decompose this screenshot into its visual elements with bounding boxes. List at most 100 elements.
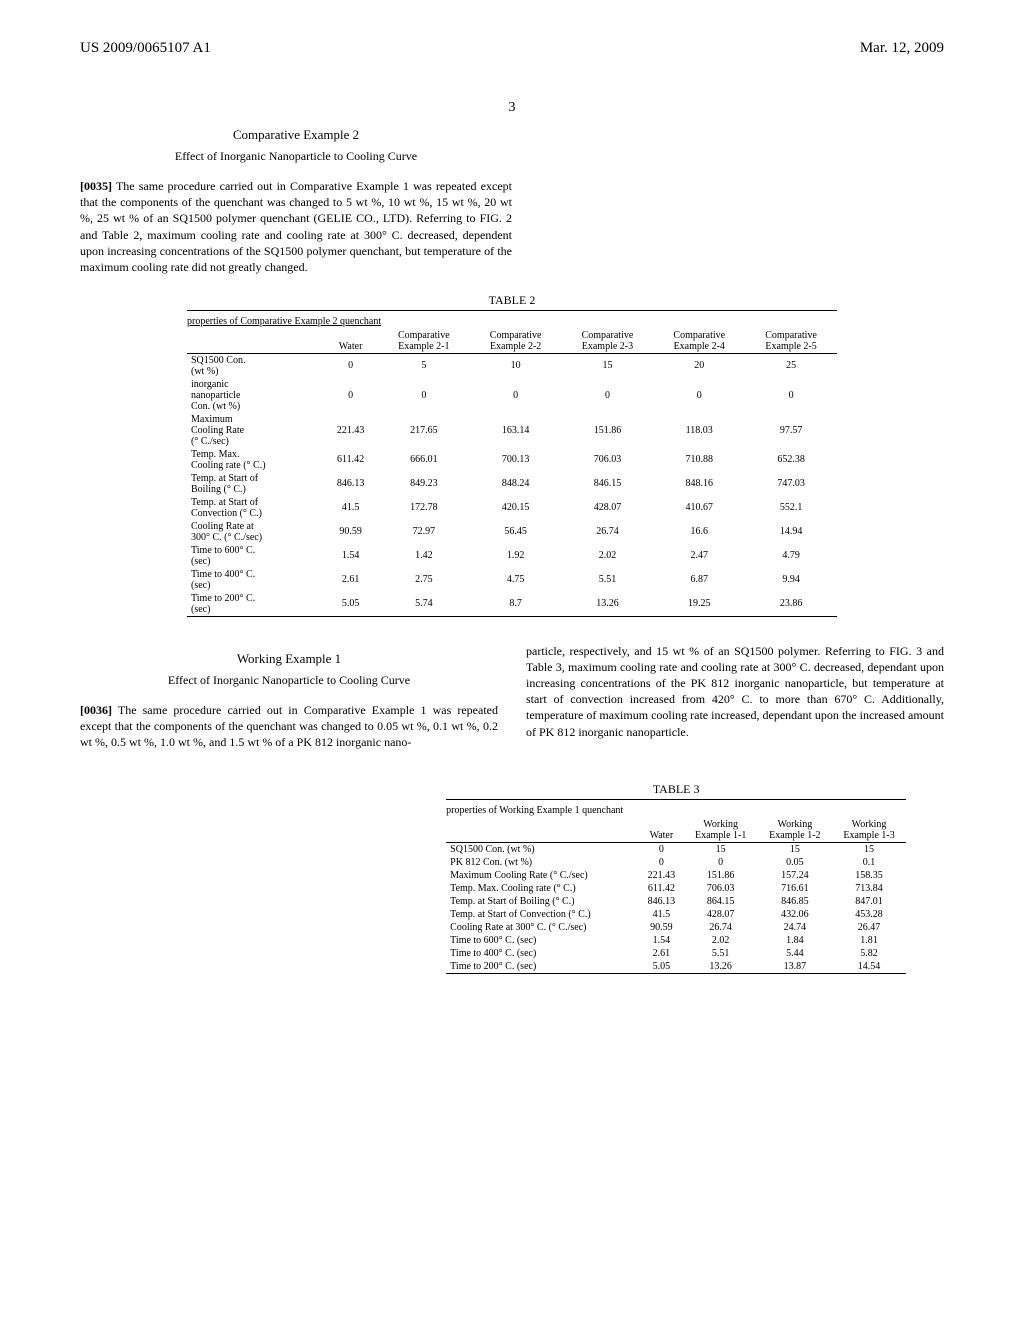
table-cell: Temp. Max. Cooling rate (° C.) <box>446 882 639 895</box>
table-cell: Time to 600° C. (sec) <box>446 934 639 947</box>
table-cell: 713.84 <box>832 882 906 895</box>
table-cell: 90.59 <box>323 520 378 544</box>
table-cell: 0 <box>323 353 378 378</box>
table-row: Time to 400° C. (sec)2.615.515.445.82 <box>446 947 906 960</box>
table-cell: 5.05 <box>323 592 378 617</box>
table-cell: 6.87 <box>653 568 745 592</box>
table-row: Temp. at Start ofConvection (° C.)41.517… <box>187 496 837 520</box>
table-row: SQ1500 Con.(wt %)0510152025 <box>187 353 837 378</box>
table-row: Temp. at Start ofBoiling (° C.)846.13849… <box>187 472 837 496</box>
table-cell: 0 <box>653 378 745 413</box>
table-cell: 710.88 <box>653 448 745 472</box>
table-header-cell: WorkingExample 1-3 <box>832 818 906 843</box>
table-cell: 56.45 <box>470 520 562 544</box>
table-cell: 2.47 <box>653 544 745 568</box>
table-cell: 90.59 <box>639 921 683 934</box>
main-content: Comparative Example 2 Effect of Inorgani… <box>80 127 944 974</box>
table-cell: 846.13 <box>639 895 683 908</box>
table-cell: Cooling Rate at300° C. (° C./sec) <box>187 520 323 544</box>
table-3-label: TABLE 3 <box>408 782 944 797</box>
table-cell: 428.07 <box>562 496 654 520</box>
table-cell: Maximum Cooling Rate (° C./sec) <box>446 869 639 882</box>
comparative-example-2-block: Comparative Example 2 Effect of Inorgani… <box>80 127 512 275</box>
table-row: Cooling Rate at300° C. (° C./sec)90.5972… <box>187 520 837 544</box>
table-cell: 864.15 <box>684 895 758 908</box>
table-3: properties of Working Example 1 quenchan… <box>446 799 906 974</box>
table-cell: 23.86 <box>745 592 837 617</box>
table-cell: 666.01 <box>378 448 470 472</box>
table-cell: 15 <box>758 842 832 856</box>
table-2-body: SQ1500 Con.(wt %)0510152025inorganicnano… <box>187 353 837 616</box>
table-cell: 1.81 <box>832 934 906 947</box>
table-cell: Time to 400° C. (sec) <box>446 947 639 960</box>
table-cell: 5.82 <box>832 947 906 960</box>
left-column: Working Example 1 Effect of Inorganic Na… <box>80 643 498 765</box>
table-cell: 552.1 <box>745 496 837 520</box>
table-header-cell <box>446 818 639 843</box>
table-cell: 5 <box>378 353 470 378</box>
table-cell: 151.86 <box>684 869 758 882</box>
table-cell: 41.5 <box>639 908 683 921</box>
page-header: US 2009/0065107 A1 Mar. 12, 2009 <box>80 40 944 57</box>
table-cell: 0 <box>378 378 470 413</box>
table-cell: 428.07 <box>684 908 758 921</box>
table-2-label: TABLE 2 <box>80 293 944 308</box>
table-cell: 16.6 <box>653 520 745 544</box>
table-cell: 846.15 <box>562 472 654 496</box>
table-cell: 72.97 <box>378 520 470 544</box>
right-column: particle, respectively, and 15 wt % of a… <box>526 643 944 765</box>
table-cell: 611.42 <box>639 882 683 895</box>
table-header-cell: ComparativeExample 2-2 <box>470 329 562 354</box>
table-cell: 747.03 <box>745 472 837 496</box>
table-cell: 420.15 <box>470 496 562 520</box>
table-cell: 0.1 <box>832 856 906 869</box>
table-cell: 2.61 <box>639 947 683 960</box>
table-cell: 652.38 <box>745 448 837 472</box>
table-row: MaximumCooling Rate(° C./sec)221.43217.6… <box>187 413 837 448</box>
table-row: Time to 600° C.(sec)1.541.421.922.022.47… <box>187 544 837 568</box>
table-3-body: SQ1500 Con. (wt %)0151515PK 812 Con. (wt… <box>446 842 906 973</box>
table-cell: 0 <box>562 378 654 413</box>
table-cell: 217.65 <box>378 413 470 448</box>
table-cell: 453.28 <box>832 908 906 921</box>
table-cell: 26.74 <box>684 921 758 934</box>
table-3-wrap: TABLE 3 properties of Working Example 1 … <box>408 782 944 974</box>
table-cell: 9.94 <box>745 568 837 592</box>
table-cell: 0.05 <box>758 856 832 869</box>
table-cell: Temp. at Start ofConvection (° C.) <box>187 496 323 520</box>
table-cell: inorganicnanoparticleCon. (wt %) <box>187 378 323 413</box>
table-cell: Temp. at Start ofBoiling (° C.) <box>187 472 323 496</box>
table-cell: 2.02 <box>562 544 654 568</box>
table-cell: 848.16 <box>653 472 745 496</box>
table-cell: 0 <box>470 378 562 413</box>
table-cell: 13.26 <box>562 592 654 617</box>
table-cell: 0 <box>323 378 378 413</box>
paragraph-0036-left: [0036] The same procedure carried out in… <box>80 702 498 751</box>
table-cell: 158.35 <box>832 869 906 882</box>
table-cell: 1.84 <box>758 934 832 947</box>
table-cell: 1.54 <box>323 544 378 568</box>
table-cell: 97.57 <box>745 413 837 448</box>
table-row: Temp. at Start of Convection (° C.)41.54… <box>446 908 906 921</box>
table-cell: 5.51 <box>562 568 654 592</box>
table-cell: SQ1500 Con.(wt %) <box>187 353 323 378</box>
table-row: Cooling Rate at 300° C. (° C./sec)90.592… <box>446 921 906 934</box>
table-2-header-row: WaterComparativeExample 2-1ComparativeEx… <box>187 329 837 354</box>
table-cell: 15 <box>684 842 758 856</box>
table-row: Time to 200° C.(sec)5.055.748.713.2619.2… <box>187 592 837 617</box>
paragraph-text: The same procedure carried out in Compar… <box>80 179 512 274</box>
table-cell: 611.42 <box>323 448 378 472</box>
table-row: inorganicnanoparticleCon. (wt %)000000 <box>187 378 837 413</box>
table-cell: 0 <box>639 842 683 856</box>
table-cell: 118.03 <box>653 413 745 448</box>
table-header-cell: ComparativeExample 2-5 <box>745 329 837 354</box>
table-row: Temp. Max.Cooling rate (° C.)611.42666.0… <box>187 448 837 472</box>
table-cell: SQ1500 Con. (wt %) <box>446 842 639 856</box>
table-cell: 151.86 <box>562 413 654 448</box>
table-2-caption: properties of Comparative Example 2 quen… <box>187 314 837 329</box>
table-cell: MaximumCooling Rate(° C./sec) <box>187 413 323 448</box>
table-cell: Temp. at Start of Convection (° C.) <box>446 908 639 921</box>
table-cell: Time to 200° C. (sec) <box>446 960 639 974</box>
table-cell: 15 <box>562 353 654 378</box>
table-cell: 410.67 <box>653 496 745 520</box>
